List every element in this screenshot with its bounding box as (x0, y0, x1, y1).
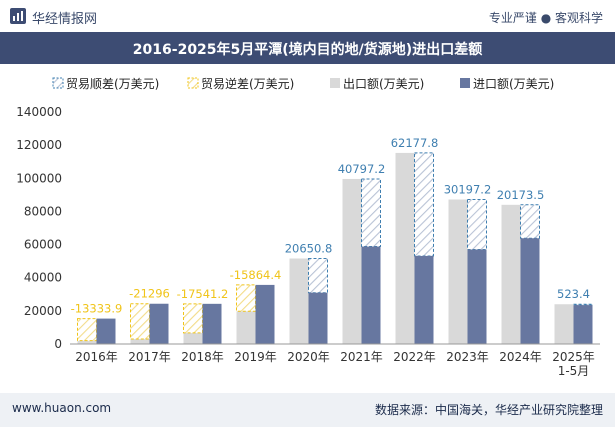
export-bar (395, 152, 415, 344)
brand-name[interactable]: 华经情报网 (32, 12, 98, 27)
website-link[interactable]: www.huaon.com (12, 401, 112, 415)
import-bar (255, 284, 275, 344)
legend-item-import[interactable]: 进口额(万美元) (460, 77, 554, 91)
x-tick-label: 2018年 (181, 350, 224, 364)
data-label: 30197.2 (444, 182, 492, 196)
surplus-box (414, 152, 434, 257)
legend-label-deficit: 贸易逆差(万美元) (201, 76, 294, 91)
x-tick-label: 2016年 (75, 350, 118, 364)
export-bar (342, 178, 362, 344)
surplus-box (520, 204, 540, 239)
title-bar: 2016-2025年5月平潭(境内目的地/货源地)进出口差额 (0, 32, 615, 64)
legend-label-surplus: 贸易顺差(万美元) (66, 77, 159, 91)
import-bar (96, 318, 116, 344)
deficit-box (236, 284, 256, 312)
deficit-box (130, 303, 150, 340)
export-bar (77, 340, 97, 344)
legend-item-surplus[interactable]: 贸易顺差(万美元) (52, 77, 159, 91)
data-label: 62177.8 (391, 136, 439, 150)
data-label: -17541.2 (177, 287, 229, 301)
y-tick-label: 140000 (16, 105, 62, 119)
x-tick-label: 2019年 (234, 350, 277, 364)
import-bar (520, 238, 540, 344)
y-tick-label: 120000 (16, 138, 62, 152)
surplus-box (467, 198, 487, 251)
y-tick-label: 60000 (24, 238, 62, 252)
import-bar (202, 303, 222, 344)
y-tick-label: 40000 (24, 271, 62, 285)
data-label: -15864.4 (230, 268, 282, 282)
x-tick-label: 2020年 (287, 350, 330, 364)
x-tick-label: 2022年 (393, 350, 436, 364)
export-bar (130, 339, 150, 344)
x-tick-label: 2023年 (446, 350, 489, 364)
data-label: -21296 (129, 287, 170, 301)
footer: www.huaon.com 数据来源：中国海关，华经产业研究院整理 (0, 393, 615, 427)
x-tick-label: 1-5月 (558, 364, 590, 378)
chart-area: 贸易顺差(万美元) 贸易逆差(万美元) 出口额(万美元) 进口额(万美元) 02… (16, 76, 600, 378)
legend-item-deficit[interactable]: 贸易逆差(万美元) (187, 76, 294, 91)
data-label: 523.4 (557, 287, 590, 301)
deficit-box (77, 318, 97, 342)
logo-icon (10, 8, 26, 24)
data-source: 数据来源：中国海关，华经产业研究院整理 (374, 403, 603, 417)
tagline: 专业严谨 ● 客观科学 (488, 11, 603, 25)
data-label: 20650.8 (285, 241, 333, 255)
export-bar (236, 311, 256, 344)
export-bar (183, 332, 203, 344)
export-bar (501, 204, 521, 344)
surplus-box (308, 257, 328, 294)
import-bar (414, 255, 434, 344)
import-bar (573, 305, 593, 344)
legend: 贸易顺差(万美元) 贸易逆差(万美元) 出口额(万美元) 进口额(万美元) (52, 76, 554, 91)
data-label: 20173.5 (497, 188, 545, 202)
data-label: 40797.2 (338, 162, 386, 176)
x-tick-label: 2024年 (499, 350, 542, 364)
data-label: -13333.9 (71, 302, 123, 316)
x-tick-label: 2025年 (552, 350, 595, 364)
legend-label-import: 进口额(万美元) (473, 77, 554, 91)
y-tick-label: 100000 (16, 171, 62, 185)
y-tick-label: 0 (54, 337, 62, 351)
x-axis: 2016年 2017年 2018年 2019年 2020年 2021年 2022年 2023年… (70, 343, 600, 378)
x-tick-label: 2021年 (340, 350, 383, 364)
import-bar (467, 249, 487, 344)
y-tick-label: 80000 (24, 204, 62, 218)
legend-item-export[interactable]: 出口额(万美元) (330, 77, 424, 91)
surplus-box (573, 303, 593, 306)
import-bar (308, 292, 328, 344)
chart-title: 2016-2025年5月平潭(境内目的地/货源地)进出口差额 (132, 42, 483, 58)
export-bar (289, 258, 309, 344)
export-bar (554, 304, 574, 344)
x-tick-label: 2017年 (128, 350, 171, 364)
import-bar (149, 303, 169, 344)
import-bar (361, 246, 381, 344)
export-bar (448, 199, 468, 344)
legend-label-export: 出口额(万美元) (343, 77, 424, 91)
y-tick-label: 20000 (24, 304, 62, 318)
deficit-box (183, 303, 203, 334)
top-bar: 华经情报网 专业严谨 ● 客观科学 (0, 0, 615, 32)
surplus-box (361, 178, 381, 248)
y-axis: 0 20000 40000 60000 80000 100000 120000 140000 (16, 105, 62, 351)
